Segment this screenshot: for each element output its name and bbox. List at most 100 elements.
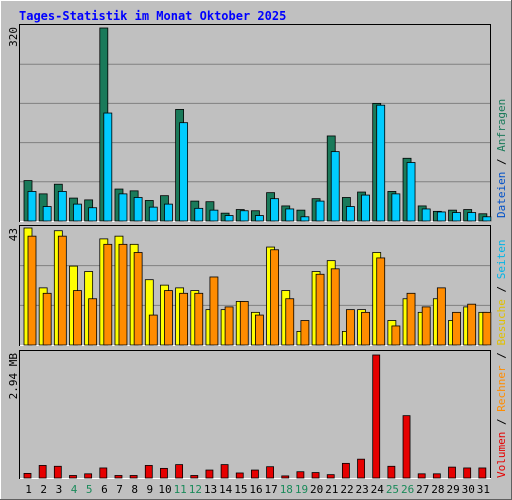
x-tick-label-day-24: 24 — [371, 483, 385, 496]
bar-rechner-day-29 — [452, 311, 461, 346]
x-tick-label-day-28: 28 — [431, 483, 444, 496]
bar-rechner-day-2 — [42, 292, 52, 346]
x-tick-label-day-22: 22 — [340, 483, 353, 496]
bar-volumen-day-22 — [341, 462, 350, 479]
x-tick-label-day-2: 2 — [40, 483, 47, 496]
bar-dateien-day-20 — [315, 200, 325, 222]
bar-dateien-day-18 — [285, 208, 295, 222]
bar-rechner-day-17 — [270, 249, 279, 346]
bar-rechner-day-22 — [345, 309, 355, 346]
x-tick-label-day-14: 14 — [219, 483, 233, 496]
x-tick-label-day-16: 16 — [249, 483, 262, 496]
x-tick-label-day-18: 18 — [280, 483, 293, 496]
bar-volumen-day-17 — [266, 466, 274, 479]
x-tick-label-day-5: 5 — [86, 483, 93, 496]
x-tick-label-day-19: 19 — [295, 483, 308, 496]
bar-rechner-day-24 — [376, 257, 386, 346]
x-tick-label-day-21: 21 — [325, 483, 338, 496]
bar-dateien-day-9 — [148, 206, 158, 222]
bar-dateien-day-11 — [179, 122, 189, 222]
x-tick-label-day-29: 29 — [446, 483, 459, 496]
bar-volumen-day-11 — [175, 464, 184, 479]
legend-entry-anfragen: Anfragen — [495, 99, 508, 152]
bar-dateien-day-1 — [27, 191, 37, 222]
bar-dateien-day-16 — [255, 215, 264, 222]
bar-rechner-day-28 — [436, 287, 446, 346]
bottom-legend: Volumen / Rechner / Besuche / Seiten — [495, 240, 508, 478]
bar-dateien-day-6 — [103, 112, 113, 222]
bar-rechner-day-20 — [315, 273, 325, 346]
bar-rechner-day-11 — [179, 292, 189, 346]
panel-1-frame — [19, 24, 491, 222]
bar-rechner-day-8 — [133, 252, 143, 346]
bar-rechner-day-12 — [194, 292, 204, 346]
bar-rechner-day-23 — [361, 311, 370, 346]
x-tick-label-day-20: 20 — [310, 483, 323, 496]
bar-rechner-day-26 — [406, 292, 416, 346]
bar-dateien-day-27 — [421, 208, 431, 222]
bar-dateien-day-4 — [73, 203, 82, 222]
legend-entry-rechner: Rechner — [495, 365, 508, 412]
bar-dateien-day-5 — [88, 207, 98, 222]
bar-rechner-day-30 — [467, 303, 477, 346]
x-tick-label-day-30: 30 — [462, 483, 475, 496]
bar-dateien-day-8 — [133, 197, 143, 222]
bar-volumen-day-12 — [190, 475, 199, 479]
bar-dateien-day-17 — [270, 198, 279, 222]
bar-dateien-day-10 — [164, 203, 173, 222]
bar-dateien-day-30 — [467, 212, 477, 222]
x-tick-label-day-27: 27 — [416, 483, 429, 496]
x-tick-label-day-23: 23 — [356, 483, 369, 496]
bar-dateien-day-26 — [406, 162, 416, 222]
bar-rechner-day-15 — [239, 301, 249, 346]
bar-dateien-day-15 — [239, 210, 249, 222]
bar-volumen-day-30 — [463, 467, 472, 479]
bar-rechner-day-4 — [73, 290, 82, 346]
bar-dateien-day-3 — [57, 191, 67, 222]
bar-volumen-day-3 — [53, 465, 62, 479]
x-tick-label-day-8: 8 — [131, 483, 138, 496]
bar-volumen-day-10 — [160, 467, 168, 479]
top-legend: Dateien / Anfragen — [495, 99, 508, 218]
bar-volumen-day-9 — [144, 465, 153, 479]
legend-entry-dateien: Dateien — [495, 172, 508, 218]
bar-rechner-day-31 — [482, 311, 492, 346]
bar-volumen-day-25 — [387, 465, 396, 479]
bar-dateien-day-2 — [42, 206, 52, 222]
bar-volumen-day-23 — [357, 458, 365, 479]
bar-rechner-day-7 — [118, 243, 128, 346]
x-tick-label-day-13: 13 — [204, 483, 217, 496]
panel-3-frame — [19, 350, 491, 479]
bar-volumen-day-27 — [417, 473, 426, 479]
legend-entry-volumen: Volumen — [495, 432, 508, 478]
legend-entry-besuche: Besuche — [495, 299, 508, 345]
bar-rechner-day-21 — [330, 268, 340, 346]
bar-dateien-day-28 — [436, 211, 446, 222]
x-tick-label-day-3: 3 — [56, 483, 63, 496]
bar-rechner-day-13 — [209, 276, 219, 346]
bar-volumen-day-24 — [372, 354, 381, 479]
bar-rechner-day-19 — [300, 320, 310, 346]
chart-title: Tages-Statistik im Monat Oktober 2025 — [19, 9, 286, 23]
x-tick-label-day-6: 6 — [101, 483, 108, 496]
bar-dateien-day-14 — [224, 215, 234, 222]
legend-separator: / — [495, 346, 508, 366]
x-tick-label-day-25: 25 — [386, 483, 399, 496]
bar-volumen-day-5 — [84, 473, 93, 479]
bar-volumen-day-28 — [432, 473, 441, 479]
legend-separator: / — [495, 152, 508, 172]
bar-rechner-day-27 — [421, 306, 431, 346]
legend-separator: / — [495, 279, 508, 299]
bar-rechner-day-9 — [148, 314, 158, 346]
bar-rechner-day-18 — [285, 298, 295, 346]
bar-volumen-day-19 — [296, 471, 305, 479]
bar-volumen-day-2 — [38, 465, 47, 479]
x-tick-label-day-11: 11 — [174, 483, 187, 496]
bar-volumen-day-18 — [281, 475, 290, 479]
bar-rechner-day-5 — [88, 298, 98, 346]
bar-rechner-day-10 — [164, 290, 173, 346]
x-tick-label-day-12: 12 — [189, 483, 202, 496]
bar-volumen-day-21 — [326, 474, 335, 479]
